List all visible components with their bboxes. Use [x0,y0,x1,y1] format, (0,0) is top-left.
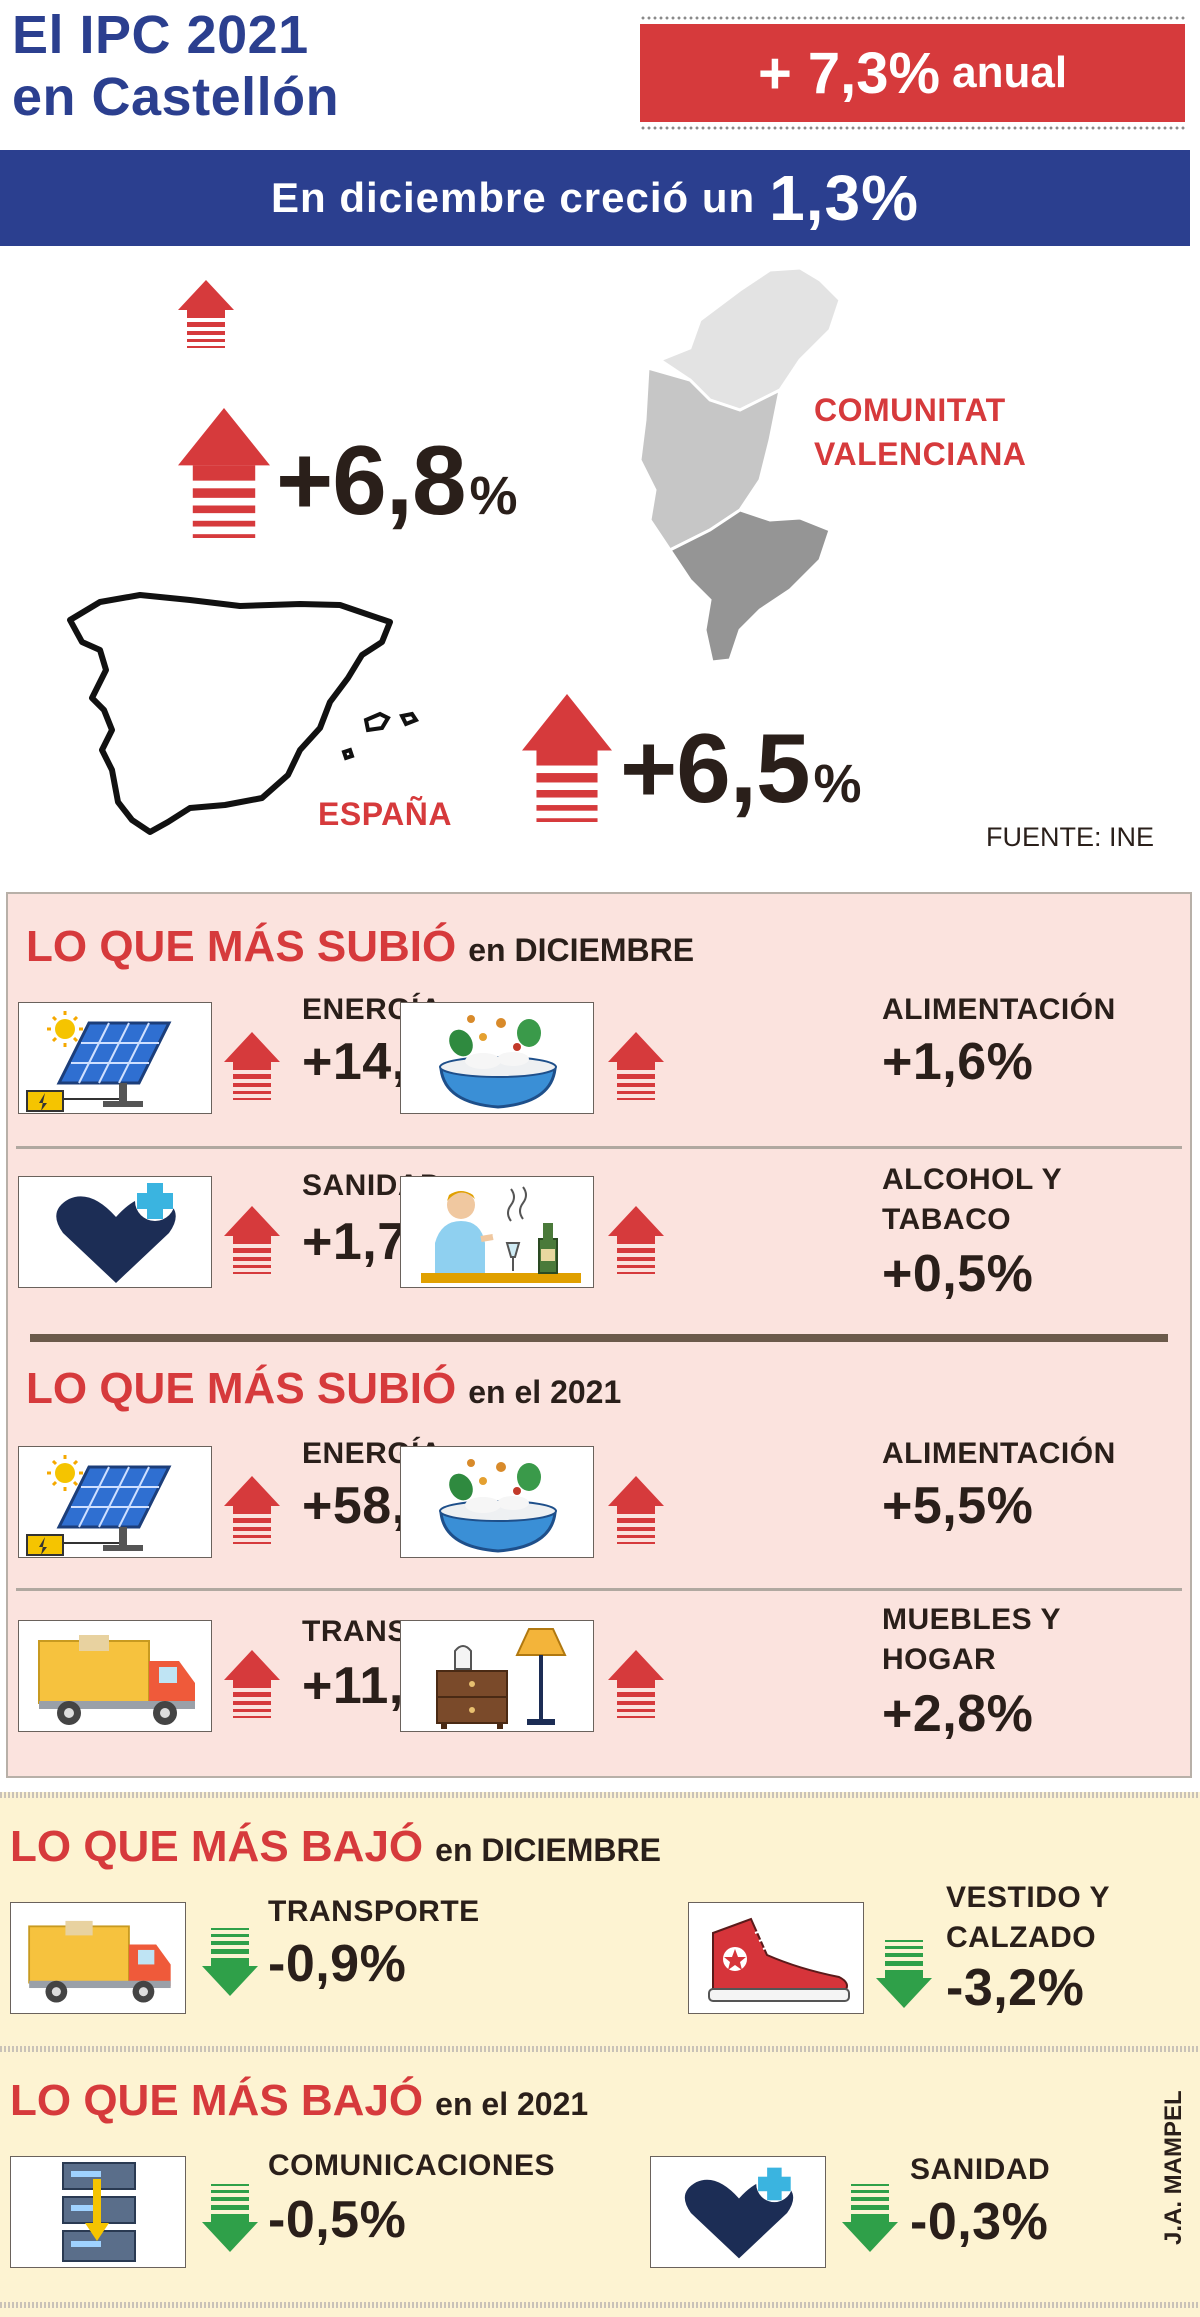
rises-year-title: LO QUE MÁS SUBIÓ en el 2021 [26,1364,621,1414]
annual-value: + 7,3% [757,40,941,106]
transport-december-label: TRANSPORTE [268,1895,480,1928]
food-bowl-icon [401,1447,593,1557]
heart-health-icon [19,1177,211,1287]
falls-year-title: LO QUE MÁS BAJÓ en el 2021 [10,2076,588,2126]
communications-year-label: COMUNICACIONES [268,2149,556,2182]
es-label: ESPAÑA [318,796,452,832]
heart-health-icon [651,2162,825,2264]
rises-december-title-rest: en DICIEMBRE [468,932,695,968]
falls-year-title-main: LO QUE MÁS BAJÓ [10,2076,424,2125]
energy-year-up-arrow-icon [224,1476,280,1544]
falls-section: LO QUE MÁS BAJÓ en DICIEMBRE TRANSPORTE -… [0,1792,1200,2317]
cv-label-line-2: VALENCIANA [814,436,1027,472]
title-line-1: El IPC 2021 [12,5,309,65]
food-december-label: ALIMENTACIÓN [882,993,1116,1026]
annual-badge: + 7,3% anual [640,14,1185,132]
valencia-map-icon [638,266,842,664]
furniture-year-label-line-2: HOGAR [882,1643,997,1676]
clothing-december-label: VESTIDO Y CALZADO [946,1878,1110,1958]
transport-december-icon-box [10,1902,186,2014]
food-december-up-arrow-icon [608,1032,664,1100]
food-year-label: ALIMENTACIÓN [882,1437,1116,1470]
falls-december-title-main: LO QUE MÁS BAJÓ [10,1822,424,1871]
es-value: +6,5 [620,713,810,823]
food-bowl-icon [401,1003,593,1113]
communications-year-icon-box [10,2156,186,2268]
banner-value: 1,3% [769,162,920,234]
furniture-year-up-arrow-icon [608,1650,664,1718]
transport-year-icon-box [18,1620,212,1732]
communications-year-value: -0,5% [268,2191,407,2249]
alcohol-december-label-line-1: ALCOHOL Y [882,1163,1063,1196]
solar-panel-icon [19,1447,211,1557]
es-percentage: +6,5% [620,712,861,825]
health-year-icon-box [650,2156,826,2268]
rises-year-title-rest: en el 2021 [468,1374,622,1410]
food-december-icon-box [400,1002,594,1114]
cv-label: COMUNITAT VALENCIANA [814,388,1026,476]
transport-year-up-arrow-icon [224,1650,280,1718]
furniture-year-icon-box [400,1620,594,1732]
communications-year-down-arrow-icon [202,2184,258,2252]
energy-year-icon-box [18,1446,212,1558]
es-up-arrow-icon [522,694,612,822]
health-year-down-arrow-icon [842,2184,898,2252]
clothing-december-label-line-2: CALZADO [946,1921,1097,1954]
health-year-value: -0,3% [910,2193,1049,2251]
falls-december-title-rest: en DICIEMBRE [435,1832,661,1868]
energy-december-icon-box [18,1002,212,1114]
transport-december-down-arrow-icon [202,1928,258,1996]
sneaker-icon [689,1903,863,2013]
es-unit: % [813,754,861,814]
food-year-value: +5,5% [882,1477,1034,1535]
solar-panel-icon [19,1003,211,1113]
smoking-drinking-icon [401,1177,594,1288]
alcohol-december-label: ALCOHOL Y TABACO [882,1160,1062,1240]
rises-december-title: LO QUE MÁS SUBIÓ en DICIEMBRE [26,922,694,972]
source-note: FUENTE: INE [986,822,1155,852]
truck-icon [11,1907,185,2011]
falls-december-title: LO QUE MÁS BAJÓ en DICIEMBRE [10,1822,661,1872]
alcohol-december-icon-box [400,1176,594,1288]
author-credit: J.A. MAMPEL [1160,2090,1187,2245]
furniture-year-label: MUEBLES Y HOGAR [882,1600,1061,1680]
alcohol-december-up-arrow-icon [608,1206,664,1274]
food-year-up-arrow-icon [608,1476,664,1544]
alcohol-december-value: +0,5% [882,1245,1034,1303]
clothing-december-label-line-1: VESTIDO Y [946,1881,1110,1914]
server-icon [11,2157,186,2268]
truck-icon [19,1621,211,1731]
title-line-2: en Castellón [12,67,340,127]
transport-december-value: -0,9% [268,1935,407,1993]
energy-december-up-arrow-icon [224,1032,280,1100]
cv-value: +6,8 [276,425,466,535]
spain-map-icon [67,592,420,835]
clothing-december-value: -3,2% [946,1959,1085,2017]
cv-up-arrow-icon [178,408,270,538]
furniture-year-value: +2,8% [882,1685,1034,1743]
falls-year-title-rest: en el 2021 [435,2086,589,2122]
furniture-icon [401,1621,593,1731]
furniture-year-label-line-1: MUEBLES Y [882,1603,1061,1636]
food-december-value: +1,6% [882,1033,1034,1091]
cv-unit: % [469,466,517,526]
alcohol-december-label-line-2: TABACO [882,1203,1012,1236]
clothing-december-down-arrow-icon [876,1940,932,2008]
maps-graphic [67,266,842,835]
cv-label-line-1: COMUNITAT [814,392,1006,428]
rises-december-title-main: LO QUE MÁS SUBIÓ [26,922,457,971]
rises-section: LO QUE MÁS SUBIÓ en DICIEMBRE ENERGÍA +14… [6,892,1192,1778]
banner-text: En diciembre creció un [270,174,756,221]
rises-year-title-main: LO QUE MÁS SUBIÓ [26,1364,457,1413]
health-december-icon-box [18,1176,212,1288]
health-year-label: SANIDAD [910,2153,1051,2186]
cv-percentage: +6,8% [276,424,517,537]
clothing-december-icon-box [688,1902,864,2014]
health-december-up-arrow-icon [224,1206,280,1274]
infographic-title: El IPC 2021 en Castellón [12,4,339,128]
annual-word: anual [952,48,1068,97]
december-banner: En diciembre creció un 1,3% [0,150,1190,246]
food-year-icon-box [400,1446,594,1558]
